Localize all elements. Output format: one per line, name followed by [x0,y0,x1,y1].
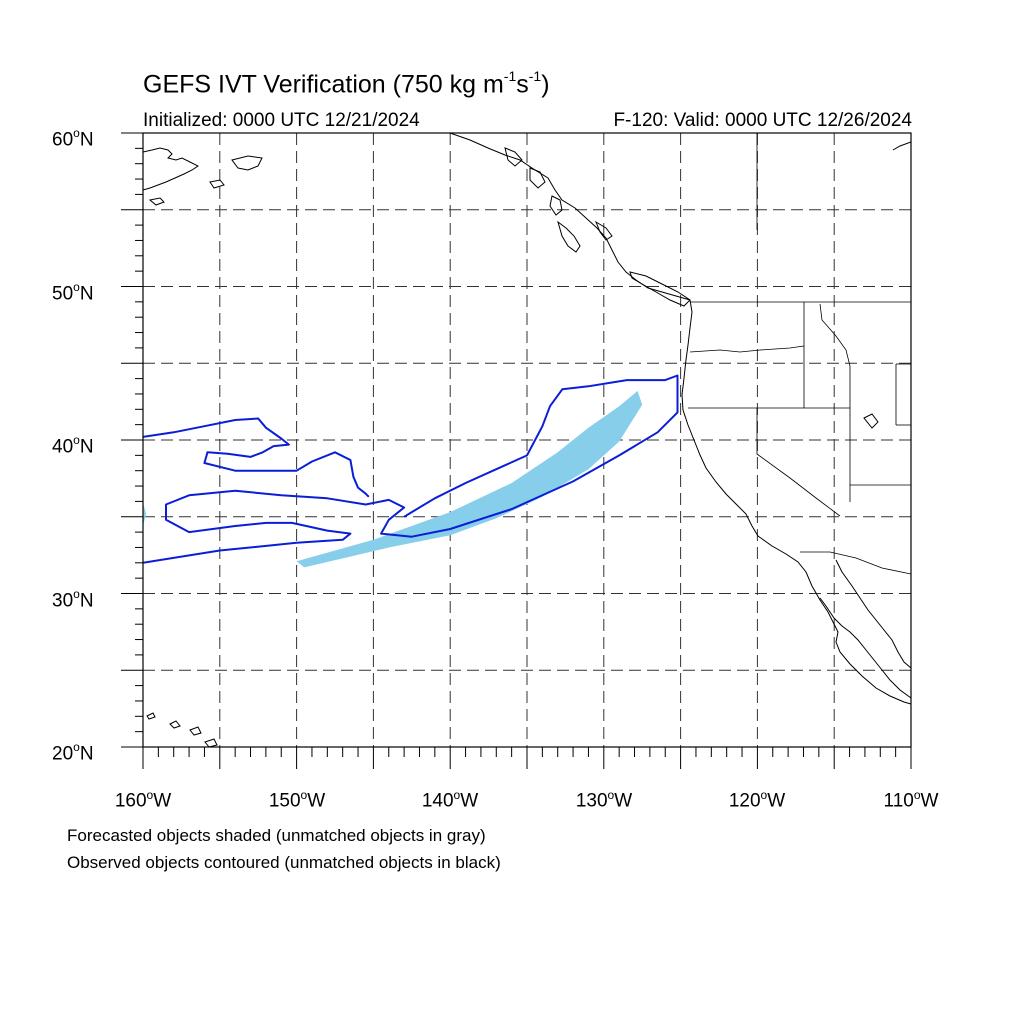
lon-label-150w: 150oW [268,788,326,812]
political-borders [688,133,911,575]
chart-title: GEFS IVT Verification (750 kg m-1s-1) [143,68,550,99]
observed-objects [143,374,679,564]
lat-label-40: 40oN [52,433,94,458]
coastlines [143,133,911,747]
valid-time-label: F-120: Valid: 0000 UTC 12/26/2024 [613,110,912,131]
lat-label-30: 30oN [52,587,94,612]
observed-contour-upper [143,417,370,498]
axis-ticks [121,132,912,769]
lon-label-120w: 120oW [728,788,786,812]
observed-note: Observed objects contoured (unmatched ob… [67,853,501,872]
lat-label-50: 50oN [52,280,94,305]
forecast-note: Forecasted objects shaded (unmatched obj… [67,826,486,845]
lon-label-140w: 140oW [421,788,479,812]
lat-lon-grid [143,133,911,747]
observed-contour-main [143,374,679,564]
lon-label-160w: 160oW [114,788,172,812]
initialized-label: Initialized: 0000 UTC 12/21/2024 [143,110,420,131]
forecast-object-edge [143,502,147,526]
lat-label-20: 20oN [52,740,94,765]
lon-label-110w: 110oW [883,788,939,812]
lat-label-60: 60oN [52,126,94,151]
forecast-object-shaded [296,390,643,568]
lon-label-130w: 130oW [575,788,633,812]
